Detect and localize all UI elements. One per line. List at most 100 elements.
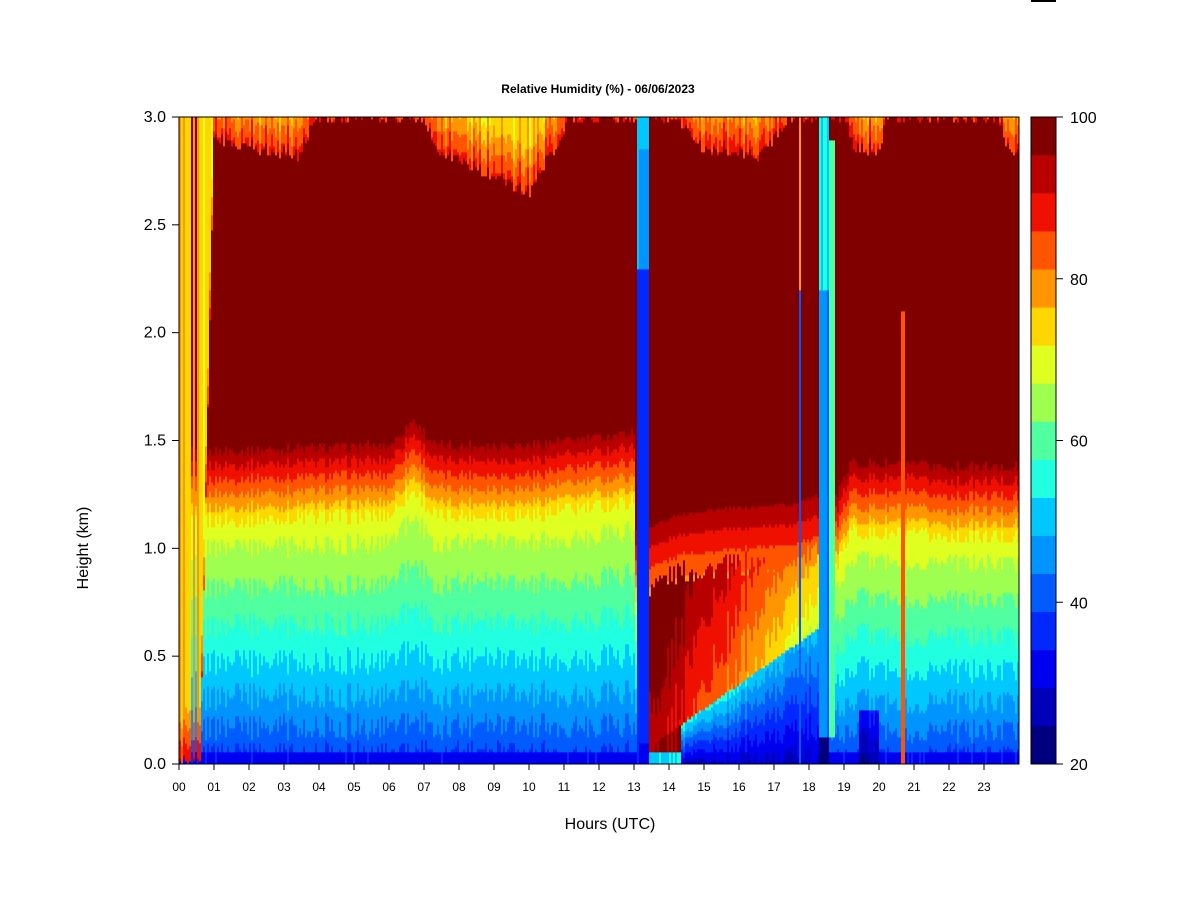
heat-cell [335, 485, 338, 501]
heat-cell [243, 527, 246, 540]
heat-cell [783, 117, 786, 126]
heat-cell [693, 575, 696, 582]
heat-cell [555, 515, 558, 537]
heat-cell [419, 452, 422, 468]
heat-cell [743, 752, 746, 764]
heat-cell [329, 503, 332, 513]
heat-cell [479, 446, 482, 462]
heat-cell [657, 698, 660, 753]
heat-cell [353, 470, 356, 486]
heat-cell [723, 527, 726, 549]
heat-cell [569, 737, 572, 753]
heat-cell [359, 117, 362, 444]
heat-cell [361, 725, 364, 753]
heat-cell [229, 587, 232, 627]
heat-cell [829, 752, 832, 764]
heat-cell [345, 740, 348, 753]
heat-cell [183, 117, 186, 720]
heat-cell [305, 704, 308, 738]
heat-cell [271, 491, 274, 507]
heat-cell [331, 617, 334, 657]
heat-cell [219, 117, 222, 120]
heat-cell [425, 125, 428, 441]
heat-cell [695, 713, 698, 720]
heat-cell [767, 572, 770, 588]
heat-cell [457, 572, 460, 612]
heat-cell [673, 668, 676, 732]
heat-cell [813, 515, 816, 537]
heat-cell [457, 452, 460, 465]
heat-cell [753, 704, 756, 723]
heat-cell [415, 467, 418, 483]
heat-cell [567, 632, 570, 672]
heat-cell [355, 701, 358, 732]
heat-cell [783, 611, 786, 654]
heat-cell [257, 635, 260, 675]
heat-cell [425, 440, 428, 456]
heat-cell [803, 704, 806, 735]
heat-cell [367, 707, 370, 741]
heat-cell [533, 737, 536, 753]
heat-cell [707, 761, 710, 764]
heat-cell [479, 539, 482, 582]
heat-cell [625, 437, 628, 453]
heat-cell [811, 566, 814, 606]
heat-cell [581, 581, 584, 624]
heat-cell [323, 500, 326, 510]
heat-cell [193, 761, 196, 764]
heat-cell [221, 455, 224, 471]
heat-cell [357, 611, 360, 648]
heat-cell [405, 623, 408, 666]
heat-cell [219, 668, 222, 705]
heat-cell [635, 689, 638, 714]
heat-cell [245, 452, 248, 468]
heat-cell [409, 494, 412, 525]
heat-cell [569, 437, 572, 453]
heat-cell [289, 479, 292, 495]
heat-cell [197, 117, 200, 723]
heat-cell [547, 689, 550, 723]
heat-cell [219, 704, 222, 735]
heat-cell [535, 161, 538, 180]
heat-cell [423, 473, 426, 486]
heat-cell [445, 536, 448, 576]
heat-cell [653, 545, 656, 567]
heat-cell [847, 752, 850, 764]
heat-cell [849, 491, 852, 507]
heat-cell [237, 752, 240, 764]
heat-cell [621, 704, 624, 738]
heat-cell [841, 117, 844, 483]
heat-cell [729, 713, 732, 726]
heat-cell [793, 560, 796, 594]
heat-cell [349, 752, 352, 764]
heat-cell [801, 617, 804, 642]
heat-cell [799, 117, 802, 291]
heat-cell [509, 491, 512, 507]
heat-cell [499, 155, 502, 174]
heat-cell [607, 584, 610, 627]
heat-cell [259, 497, 262, 510]
heat-cell [583, 584, 586, 627]
heat-cell [301, 473, 304, 489]
heat-cell [531, 752, 534, 764]
heat-cell [375, 623, 378, 663]
heat-cell [259, 716, 262, 744]
heat-cell [461, 752, 464, 764]
heat-cell [559, 485, 562, 498]
heat-cell [297, 500, 300, 510]
heat-cell [335, 635, 338, 672]
heat-cell [251, 473, 254, 489]
heat-cell [847, 632, 850, 669]
heat-cell [275, 617, 278, 654]
heat-cell [517, 539, 520, 582]
heat-cell [687, 728, 690, 738]
heat-cell [703, 731, 706, 741]
heat-cell [383, 734, 386, 753]
heat-cell [259, 752, 262, 764]
heat-cell [621, 587, 624, 630]
heat-cell [757, 629, 760, 672]
heat-cell [657, 563, 660, 582]
heat-cell [755, 752, 758, 764]
heat-cell [275, 581, 278, 618]
heat-cell [283, 482, 286, 498]
